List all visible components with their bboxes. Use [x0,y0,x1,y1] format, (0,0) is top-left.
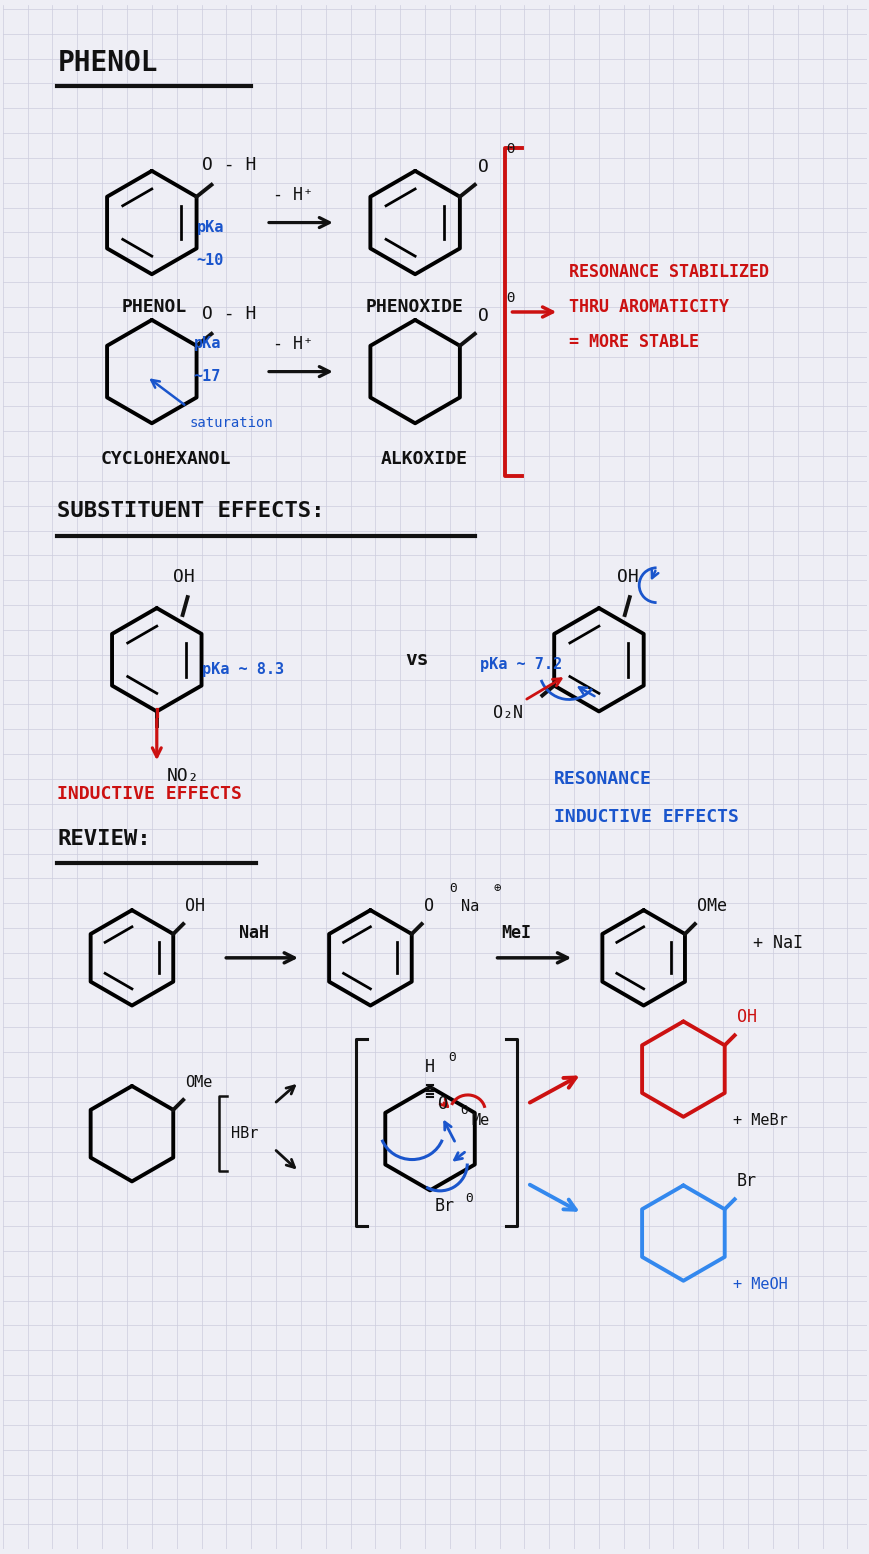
Text: + MeBr: + MeBr [733,1113,787,1128]
Text: O₂N: O₂N [492,704,522,723]
Text: CYCLOHEXANOL: CYCLOHEXANOL [100,451,230,468]
Text: + NaI: + NaI [752,934,802,953]
Text: Na: Na [461,898,479,914]
Text: HBr: HBr [231,1127,258,1141]
Text: THRU AROMATICITY: THRU AROMATICITY [568,298,728,315]
Text: PHENOL: PHENOL [122,298,187,315]
Text: Θ: Θ [448,1051,454,1063]
Text: ~17: ~17 [193,368,221,384]
Text: = MORE STABLE: = MORE STABLE [568,333,699,351]
Text: H: H [425,1058,434,1075]
Text: MeI: MeI [501,925,531,942]
Text: ALKOXIDE: ALKOXIDE [380,451,467,468]
Text: OMe: OMe [696,897,726,915]
Text: Θ: Θ [506,141,514,155]
Text: O: O [437,1096,448,1113]
Text: O - H: O - H [202,305,255,323]
Text: saturation: saturation [189,416,273,430]
Text: Θ: Θ [506,291,514,305]
Text: Br: Br [434,1197,454,1215]
Text: Θ: Θ [449,881,456,895]
Text: ~10: ~10 [196,253,223,267]
Text: ⊕: ⊕ [493,881,501,895]
Text: OH: OH [736,1009,756,1027]
Text: Br: Br [736,1172,756,1190]
Text: PHENOL: PHENOL [57,48,158,76]
Text: REVIEW:: REVIEW: [57,828,151,848]
Text: O: O [477,308,488,325]
Text: pKa ~ 8.3: pKa ~ 8.3 [202,662,283,678]
Text: + MeOH: + MeOH [733,1277,787,1293]
Text: OH: OH [616,569,638,586]
Text: PHENOXIDE: PHENOXIDE [365,298,463,315]
Text: Me: Me [471,1113,489,1128]
Text: NO₂: NO₂ [167,768,199,785]
Text: - H⁺: - H⁺ [273,334,313,353]
Text: - H⁺: - H⁺ [273,186,313,204]
Text: O - H: O - H [202,155,255,174]
Text: pKa ~ 7.2: pKa ~ 7.2 [479,657,561,673]
Text: RESONANCE: RESONANCE [554,769,652,788]
Text: NaH: NaH [239,925,269,942]
Text: SUBSTITUENT EFFECTS:: SUBSTITUENT EFFECTS: [57,500,324,521]
Text: INDUCTIVE EFFECTS: INDUCTIVE EFFECTS [554,808,739,825]
Text: OMe: OMe [185,1074,212,1089]
Text: RESONANCE STABILIZED: RESONANCE STABILIZED [568,263,768,281]
Text: O: O [477,159,488,176]
Text: O: O [423,897,433,915]
Text: pKa: pKa [193,336,221,351]
Text: Θ: Θ [460,1105,467,1117]
Text: OH: OH [185,897,205,915]
Text: OH: OH [172,569,194,586]
Text: pKa: pKa [196,221,223,235]
Text: INDUCTIVE EFFECTS: INDUCTIVE EFFECTS [57,785,242,803]
Text: vs: vs [405,650,428,670]
Text: Θ: Θ [464,1192,472,1204]
